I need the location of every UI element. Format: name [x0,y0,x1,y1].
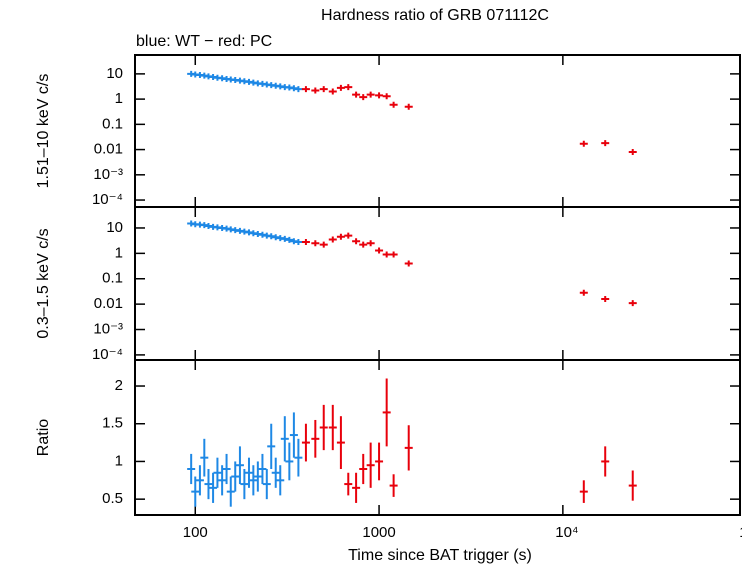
y-tick-label: 10⁻³ [93,166,123,183]
point [359,241,368,248]
point [375,247,384,254]
point [328,236,337,243]
point [319,241,328,248]
point [366,240,375,247]
y-tick-label: 0.1 [102,115,123,132]
y-tick-label: 0.5 [102,490,123,507]
y-axis-label: 0.3–1.5 keV c/s [35,228,52,338]
point [336,233,345,240]
y-tick-label: 10⁻⁴ [92,191,123,208]
point [294,239,303,246]
point [344,84,353,91]
chart-subtitle: blue: WT − red: PC [136,33,272,50]
point [319,86,328,93]
point [579,289,588,296]
y-tick-label: 0.1 [102,270,123,287]
point [352,238,361,245]
point [382,93,391,100]
y-tick-label: 10⁻³ [93,320,123,337]
y-tick-label: 1.5 [102,415,123,432]
y-tick-label: 0.01 [94,141,123,158]
point [382,251,391,258]
x-tick-label: 10⁵ [739,524,742,541]
point [366,91,375,98]
point [628,300,637,307]
point [404,260,413,267]
x-tick-label: 100 [183,524,208,541]
y-axis-label: 1.51–10 keV c/s [35,74,52,189]
y-tick-label: 10⁻⁴ [92,346,123,363]
y-tick-label: 10 [106,65,123,82]
point [601,140,610,147]
point [375,92,384,99]
point [301,86,310,93]
y-axis-label: Ratio [35,419,52,456]
point [285,236,294,243]
panel-frame [134,359,741,516]
point [404,103,413,110]
y-tick-label: 1 [115,452,123,469]
y-tick-label: 2 [115,377,123,394]
x-tick-label: 1000 [362,524,395,541]
y-tick-label: 0.01 [94,295,123,312]
point [628,149,637,156]
point [352,91,361,98]
point [311,240,320,247]
point [344,232,353,239]
x-tick-label: 10⁴ [555,524,578,541]
x-axis-label: Time since BAT trigger (s) [348,547,532,564]
chart-title: Hardness ratio of GRB 071112C [321,7,549,24]
y-tick-label: 1 [115,244,123,261]
point [389,251,398,258]
point [389,101,398,108]
point [328,88,337,95]
point [601,295,610,302]
point [294,86,303,93]
point [311,87,320,94]
y-tick-label: 1 [115,90,123,107]
point [336,84,345,91]
y-tick-label: 10 [106,219,123,236]
point [359,94,368,101]
point [579,140,588,147]
point [301,239,310,246]
